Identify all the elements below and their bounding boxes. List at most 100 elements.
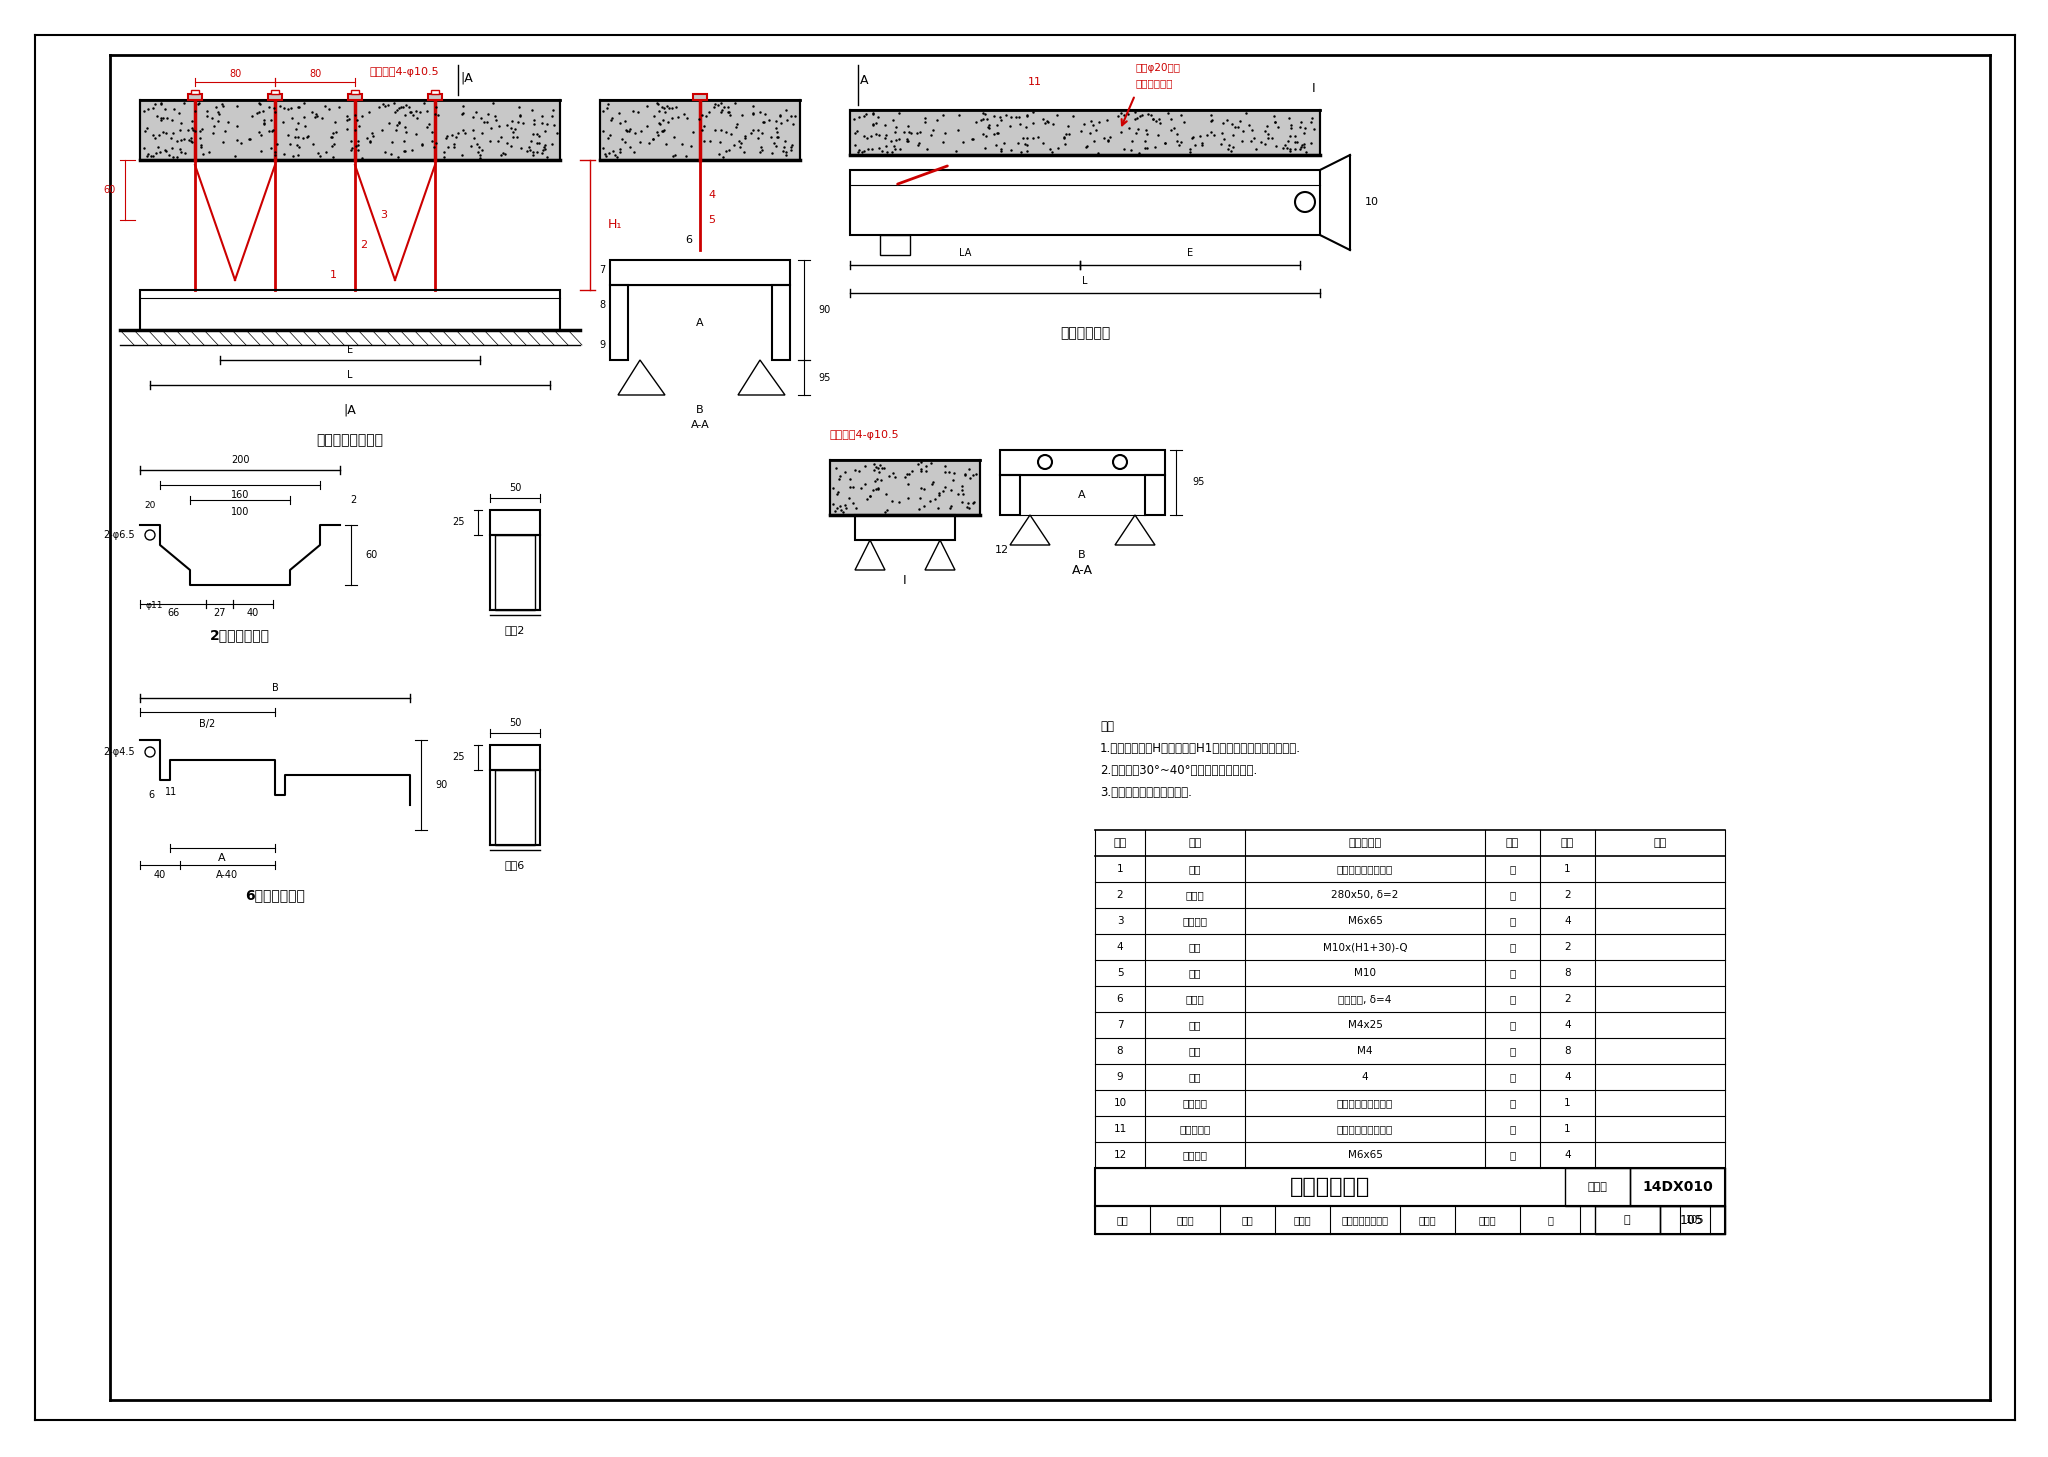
Bar — [850, 109, 1321, 154]
Text: 螺栓: 螺栓 — [1188, 943, 1202, 951]
Bar — [600, 101, 801, 160]
Text: 固定盒: 固定盒 — [1186, 890, 1204, 900]
Text: 个: 个 — [1509, 943, 1516, 951]
Text: |A: |A — [461, 71, 473, 85]
Bar — [850, 170, 1321, 235]
Text: 页: 页 — [1624, 1215, 1630, 1225]
Text: 5: 5 — [1116, 967, 1122, 978]
Text: A: A — [219, 852, 225, 863]
Text: A: A — [696, 318, 705, 328]
Text: 5: 5 — [709, 216, 715, 224]
Text: 套: 套 — [1509, 1123, 1516, 1134]
Bar — [999, 475, 1020, 514]
Text: 1: 1 — [1565, 1099, 1571, 1107]
Text: B: B — [1077, 549, 1085, 559]
Bar — [496, 535, 535, 610]
Text: 40: 40 — [154, 870, 166, 880]
Bar — [854, 514, 954, 541]
Text: 8: 8 — [598, 300, 604, 310]
Text: M10: M10 — [1354, 967, 1376, 978]
Text: 个: 个 — [1509, 994, 1516, 1004]
Polygon shape — [926, 541, 954, 570]
Text: 个: 个 — [1509, 1046, 1516, 1056]
Polygon shape — [737, 360, 784, 395]
Text: 个: 个 — [1509, 890, 1516, 900]
Text: 荧光灯安装图: 荧光灯安装图 — [1290, 1177, 1370, 1198]
Text: 7: 7 — [598, 265, 604, 275]
Text: 型号及规格: 型号及规格 — [1348, 838, 1382, 848]
Text: 注：: 注： — [1100, 720, 1114, 733]
Text: M4x25: M4x25 — [1348, 1020, 1382, 1030]
Text: 膨胀螺栓: 膨胀螺栓 — [1182, 1150, 1208, 1160]
Text: 2: 2 — [1565, 890, 1571, 900]
Text: 4: 4 — [1565, 1072, 1571, 1083]
Text: 灯具: 灯具 — [1188, 864, 1202, 874]
Text: 11: 11 — [166, 787, 178, 797]
Text: 螺栓: 螺栓 — [1188, 1020, 1202, 1030]
Text: M10x(H1+30)-Q: M10x(H1+30)-Q — [1323, 943, 1407, 951]
Text: 8: 8 — [1565, 967, 1571, 978]
Bar — [489, 535, 541, 610]
Text: H₁: H₁ — [608, 219, 623, 232]
Text: 防水接线盒: 防水接线盒 — [1180, 1123, 1210, 1134]
Bar — [190, 90, 199, 95]
Text: 单位: 单位 — [1505, 838, 1520, 848]
Text: 3.可拼装成光带或各种图案.: 3.可拼装成光带或各种图案. — [1100, 785, 1192, 798]
Text: 3: 3 — [381, 210, 387, 220]
Bar — [496, 769, 535, 845]
Text: 66: 66 — [166, 608, 178, 618]
Text: 8: 8 — [1565, 1046, 1571, 1056]
Text: 6: 6 — [684, 235, 692, 245]
Text: |A: |A — [344, 404, 356, 417]
Bar — [1565, 1169, 1630, 1206]
Bar — [1595, 1206, 1661, 1234]
Text: 预埋φ20氯氟: 预埋φ20氯氟 — [1135, 63, 1180, 73]
Text: 膨胀螺栓: 膨胀螺栓 — [1182, 916, 1208, 927]
Text: 2-φ6.5: 2-φ6.5 — [102, 530, 135, 541]
Text: 沈志志: 沈志志 — [1419, 1215, 1436, 1225]
Text: 4: 4 — [1565, 1020, 1571, 1030]
Text: 编号2: 编号2 — [504, 625, 524, 635]
Text: 6: 6 — [1116, 994, 1122, 1004]
Text: 90: 90 — [434, 779, 446, 790]
Text: 50: 50 — [508, 484, 520, 492]
Text: 90: 90 — [817, 305, 829, 315]
Bar — [829, 460, 981, 514]
Text: 11: 11 — [1114, 1123, 1126, 1134]
Text: 1: 1 — [1565, 864, 1571, 874]
Text: L: L — [1081, 275, 1087, 286]
Text: 4: 4 — [1565, 916, 1571, 927]
Bar — [139, 101, 559, 160]
Text: A-A: A-A — [690, 420, 709, 430]
Text: 安装时钻4-φ10.5: 安装时钻4-φ10.5 — [371, 67, 440, 77]
Text: 100: 100 — [231, 507, 250, 517]
Text: 95: 95 — [817, 373, 829, 383]
Text: 2.保护角为30°~40°，最大限度消除眩光.: 2.保护角为30°~40°，最大限度消除眩光. — [1100, 763, 1257, 777]
Bar — [881, 235, 909, 255]
Text: 6号部件大样图: 6号部件大样图 — [246, 887, 305, 902]
Text: 4: 4 — [1362, 1072, 1368, 1083]
Text: 80: 80 — [309, 68, 322, 79]
Bar — [268, 95, 283, 101]
Text: 图集号: 图集号 — [1587, 1182, 1608, 1192]
Text: 11: 11 — [1028, 77, 1042, 87]
Text: 12: 12 — [1114, 1150, 1126, 1160]
Text: M4: M4 — [1358, 1046, 1372, 1056]
Text: 1: 1 — [1116, 864, 1122, 874]
Bar — [188, 95, 203, 101]
Text: 25: 25 — [453, 752, 465, 762]
Bar — [139, 290, 559, 329]
Text: φ11: φ11 — [145, 600, 162, 609]
Text: 4: 4 — [1565, 1150, 1571, 1160]
Text: 27: 27 — [213, 608, 225, 618]
Bar — [1096, 1206, 1724, 1234]
Text: 280x50, δ=2: 280x50, δ=2 — [1331, 890, 1399, 900]
Text: 套: 套 — [1509, 916, 1516, 927]
Text: B/2: B/2 — [199, 718, 215, 728]
Text: 垫圈: 垫圈 — [1188, 1072, 1202, 1083]
Text: 螺母: 螺母 — [1188, 1046, 1202, 1056]
Text: 安装时钻4-φ10.5: 安装时钻4-φ10.5 — [829, 430, 899, 440]
Polygon shape — [618, 360, 666, 395]
Text: 10: 10 — [1114, 1099, 1126, 1107]
Bar — [489, 510, 541, 535]
